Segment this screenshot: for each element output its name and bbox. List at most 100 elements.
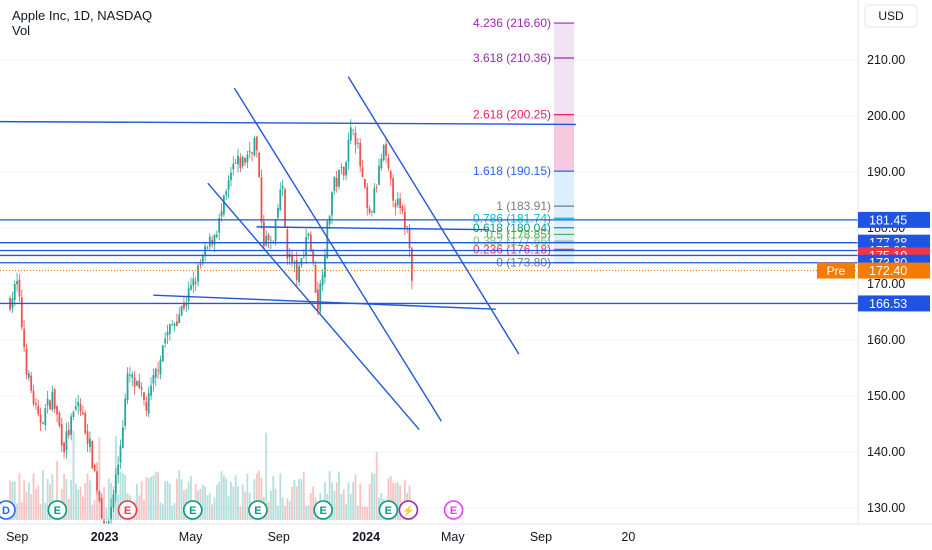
- currency-button[interactable]: [864, 4, 918, 28]
- volume-bar: [246, 473, 249, 520]
- candle-body: [335, 177, 338, 187]
- candle-body: [136, 381, 138, 386]
- volume-bar: [349, 493, 352, 520]
- candle-body: [27, 373, 30, 378]
- candle-body: [213, 234, 216, 245]
- candle-body: [338, 169, 340, 187]
- time-tick-label: Sep: [6, 530, 28, 544]
- volume-bar: [138, 495, 141, 520]
- trend-line[interactable]: [347, 76, 520, 355]
- volume-bar: [206, 495, 209, 520]
- volume-bar: [340, 494, 343, 520]
- candle-body: [326, 221, 329, 258]
- time-axis[interactable]: [0, 524, 932, 550]
- event-marker[interactable]: [398, 500, 419, 520]
- event-marker[interactable]: [313, 500, 333, 520]
- time-tick-label: 2023: [91, 530, 119, 544]
- candle-body: [410, 248, 413, 281]
- trend-line[interactable]: [207, 182, 420, 431]
- candle-body: [368, 208, 371, 213]
- event-marker[interactable]: [443, 500, 464, 520]
- event-marker[interactable]: [182, 500, 203, 520]
- candle-body: [56, 405, 58, 415]
- candle-body: [18, 279, 21, 297]
- candle-body: [237, 155, 239, 165]
- candle-body: [150, 385, 152, 396]
- candle-body: [342, 166, 345, 176]
- volume-bar: [277, 505, 279, 520]
- time-tick-label: Sep: [268, 530, 290, 544]
- volume-bar: [77, 489, 80, 520]
- candle-body: [331, 192, 333, 216]
- event-marker[interactable]: [248, 500, 268, 520]
- price-badge-label: 181.45: [869, 213, 907, 227]
- trend-line[interactable]: [256, 226, 489, 231]
- event-marker[interactable]: [117, 500, 138, 520]
- fib-level-label: 0.5 (178.85): [486, 227, 551, 241]
- symbol-title[interactable]: Apple Inc, 1D, NASDAQ: [12, 8, 153, 23]
- candle-body: [147, 392, 150, 414]
- candle-body: [274, 219, 277, 242]
- candle-body: [389, 171, 392, 179]
- volume-bar: [352, 482, 355, 520]
- trend-line[interactable]: [153, 294, 496, 310]
- volume-bar: [281, 497, 284, 520]
- volume-bar: [117, 494, 120, 520]
- currency-button-label: USD: [878, 9, 904, 23]
- volume-bar: [298, 478, 300, 520]
- candle-body: [157, 370, 159, 372]
- candle-body: [114, 474, 117, 494]
- volume-bar: [399, 485, 402, 520]
- candle-body: [246, 154, 249, 163]
- volume-bar: [253, 479, 256, 520]
- event-marker-label: E: [189, 505, 196, 517]
- time-tick-label: 20: [621, 530, 635, 544]
- candle-body: [119, 445, 122, 463]
- volume-bar: [67, 499, 70, 520]
- volume-bar: [403, 479, 406, 520]
- volume-indicator-label[interactable]: Vol: [12, 23, 31, 38]
- candle-body: [225, 191, 228, 196]
- candle-body: [277, 208, 279, 218]
- volume-bar: [79, 486, 82, 520]
- candle-body: [152, 375, 155, 384]
- fib-level-label: 1.618 (190.15): [473, 164, 551, 178]
- volume-bar: [89, 480, 91, 520]
- candle-body: [100, 497, 103, 519]
- candle-body: [302, 257, 305, 259]
- price-tick-label: 150.00: [867, 389, 905, 403]
- volume-bar: [63, 474, 65, 520]
- fib-level-label: 0.786 (181.74): [473, 211, 551, 225]
- candle-body: [16, 280, 18, 285]
- candle-body: [269, 239, 272, 241]
- volume-bar: [42, 470, 44, 520]
- volume-bar: [91, 504, 94, 520]
- volume-bar: [265, 432, 268, 520]
- event-marker[interactable]: [0, 500, 16, 520]
- volume-bar: [110, 482, 112, 520]
- fib-level-label: 1 (183.91): [496, 199, 551, 213]
- volume-bar: [394, 482, 397, 520]
- volume-bar: [180, 479, 183, 520]
- volume-bar: [27, 482, 30, 520]
- volume-bar: [23, 480, 26, 520]
- candle-body: [79, 404, 82, 412]
- volume-bar: [154, 471, 157, 520]
- candle-body: [128, 374, 131, 376]
- price-tick-label: 140.00: [867, 445, 905, 459]
- volume-bar: [241, 484, 244, 520]
- volume-bar: [284, 505, 286, 520]
- volume-bar: [359, 483, 362, 520]
- volume-bar: [190, 475, 192, 520]
- candle-body: [408, 227, 411, 248]
- candle-body: [67, 429, 70, 436]
- candle-body: [222, 195, 225, 215]
- event-marker[interactable]: [378, 500, 399, 520]
- candle-body: [286, 229, 289, 260]
- event-marker[interactable]: [47, 500, 68, 520]
- volume-bar: [361, 506, 364, 520]
- volume-bar: [213, 497, 216, 520]
- trend-line[interactable]: [233, 87, 442, 422]
- trend-line[interactable]: [0, 120, 577, 126]
